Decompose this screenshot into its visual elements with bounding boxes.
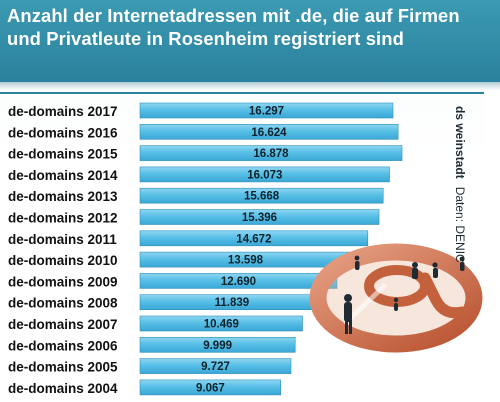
title-banner: Anzahl der Internetadressen mit .de, die…	[0, 0, 500, 82]
bar	[139, 145, 403, 161]
value-label: 12.690	[221, 276, 256, 288]
value-label: 9.067	[196, 382, 225, 394]
bar	[139, 379, 281, 396]
value-label: 13.598	[228, 255, 264, 267]
category-label: de-domains 2005	[8, 360, 118, 375]
category-label: de-domains 2009	[8, 274, 118, 289]
bar	[139, 166, 390, 183]
bar	[139, 315, 303, 332]
category-label: de-domains 2013	[8, 189, 118, 204]
category-label: de-domains 2006	[8, 338, 118, 353]
bar	[139, 124, 399, 140]
source-credit: Daten: DENIC	[453, 186, 467, 263]
value-label: 14.672	[236, 233, 271, 245]
chart-title: Anzahl der Internetadressen mit .de, die…	[7, 5, 460, 49]
bar	[139, 273, 338, 289]
value-label: 9.999	[203, 340, 232, 352]
value-label: 15.396	[242, 212, 277, 224]
category-label: de-domains 2011	[8, 232, 117, 247]
value-label: 11.839	[215, 297, 250, 309]
value-labels: 16.297 16.624 16.878 16.073 15.668 15.396 14.6…	[196, 106, 289, 395]
category-labels: de-domains 2017 de-domains 2016 de-domains…	[8, 104, 118, 396]
bar	[139, 102, 394, 119]
category-label: de-domains 2007	[8, 317, 118, 332]
bars	[139, 102, 403, 396]
value-label: 9.727	[201, 361, 230, 373]
category-label: de-domains 2012	[8, 211, 118, 226]
publisher-credit: ds weinstadt	[453, 106, 467, 179]
credit-line: ds weinstadt Daten: DENIC	[452, 106, 468, 396]
category-label: de-domains 2008	[8, 296, 118, 311]
category-label: de-domains 2017	[8, 104, 118, 119]
category-label: de-domains 2015	[8, 147, 118, 162]
bar	[139, 358, 292, 374]
value-label: 16.624	[251, 127, 287, 139]
banner-shadow	[0, 82, 500, 90]
value-label: 10.469	[204, 319, 239, 331]
bar	[139, 336, 296, 353]
bar	[139, 187, 384, 204]
category-label: de-domains 2014	[8, 168, 118, 183]
category-label: de-domains 2016	[8, 125, 118, 140]
bar	[139, 209, 380, 225]
bar	[139, 230, 369, 247]
value-label: 16.297	[249, 106, 284, 118]
title-rule	[0, 92, 500, 94]
side-strip	[484, 90, 500, 402]
at-sign-icon	[309, 243, 483, 353]
value-label: 15.668	[244, 191, 280, 203]
value-label: 16.878	[253, 148, 289, 160]
category-label: de-domains 2010	[8, 253, 118, 268]
category-label: de-domains 2004	[8, 381, 118, 396]
value-label: 16.073	[247, 169, 282, 181]
